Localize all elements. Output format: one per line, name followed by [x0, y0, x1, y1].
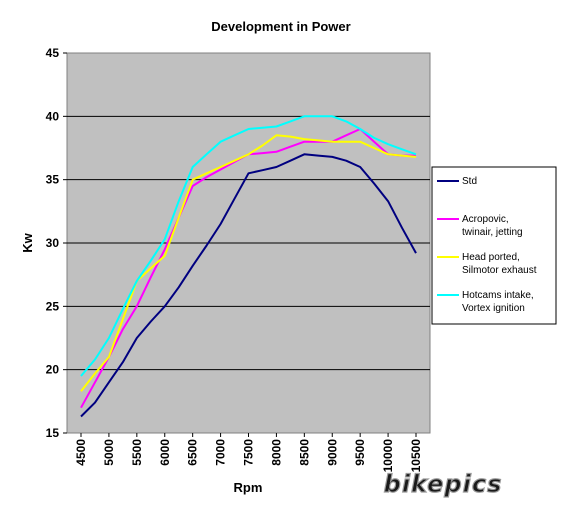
- x-tick-label: 9000: [325, 439, 339, 466]
- x-tick-label: 8000: [269, 439, 283, 466]
- legend-box: [431, 166, 557, 325]
- x-axis-label: Rpm: [234, 480, 263, 495]
- series-line-3: [80, 115, 417, 377]
- y-tick-label: 35: [46, 173, 60, 187]
- watermark-text: bikepics: [384, 470, 503, 498]
- x-tick-label: 5500: [130, 439, 144, 466]
- y-tick-label: 45: [46, 46, 60, 60]
- x-tick-label: 9500: [353, 439, 367, 466]
- x-tick-label: 7000: [214, 439, 228, 466]
- series-line-0: [80, 153, 417, 418]
- y-tick-label: 30: [46, 236, 60, 250]
- x-tick-label: 6500: [186, 439, 200, 466]
- chart-title: Development in Power: [211, 19, 350, 34]
- series-lines: [80, 115, 417, 418]
- legend-label-0: Std: [462, 176, 477, 187]
- x-tick-label: 10000: [381, 439, 395, 473]
- y-tick-label: 15: [46, 426, 60, 440]
- legend-label-2: Head ported, Silmotor exhaust: [462, 252, 537, 276]
- y-tick-label: 25: [46, 299, 60, 313]
- y-tick-label: 40: [46, 109, 60, 123]
- x-tick-label: 4500: [74, 439, 88, 466]
- y-axis-ticks: 15 20 25 30 35 40 45: [46, 46, 67, 440]
- x-tick-label: 5000: [102, 439, 116, 466]
- x-tick-label: 10500: [409, 439, 423, 473]
- x-axis-ticks: 4500 5000 5500 6000 6500 7000 7500 8000 8500 9000…: [74, 433, 423, 472]
- y-axis-label: Kw: [20, 232, 35, 252]
- x-tick-label: 7500: [242, 439, 256, 466]
- legend-label-1: Acropovic, twinair, jetting: [462, 214, 523, 238]
- legend-label-3: Hotcams intake, Vortex ignition: [462, 290, 534, 314]
- x-tick-label: 6000: [158, 439, 172, 466]
- legend: Std Acropovic, twinair, jetting Head ported…: [431, 166, 557, 325]
- bikepics-logo: bikepics: [383, 469, 503, 498]
- x-tick-label: 8500: [297, 439, 311, 466]
- y-tick-label: 20: [46, 363, 60, 377]
